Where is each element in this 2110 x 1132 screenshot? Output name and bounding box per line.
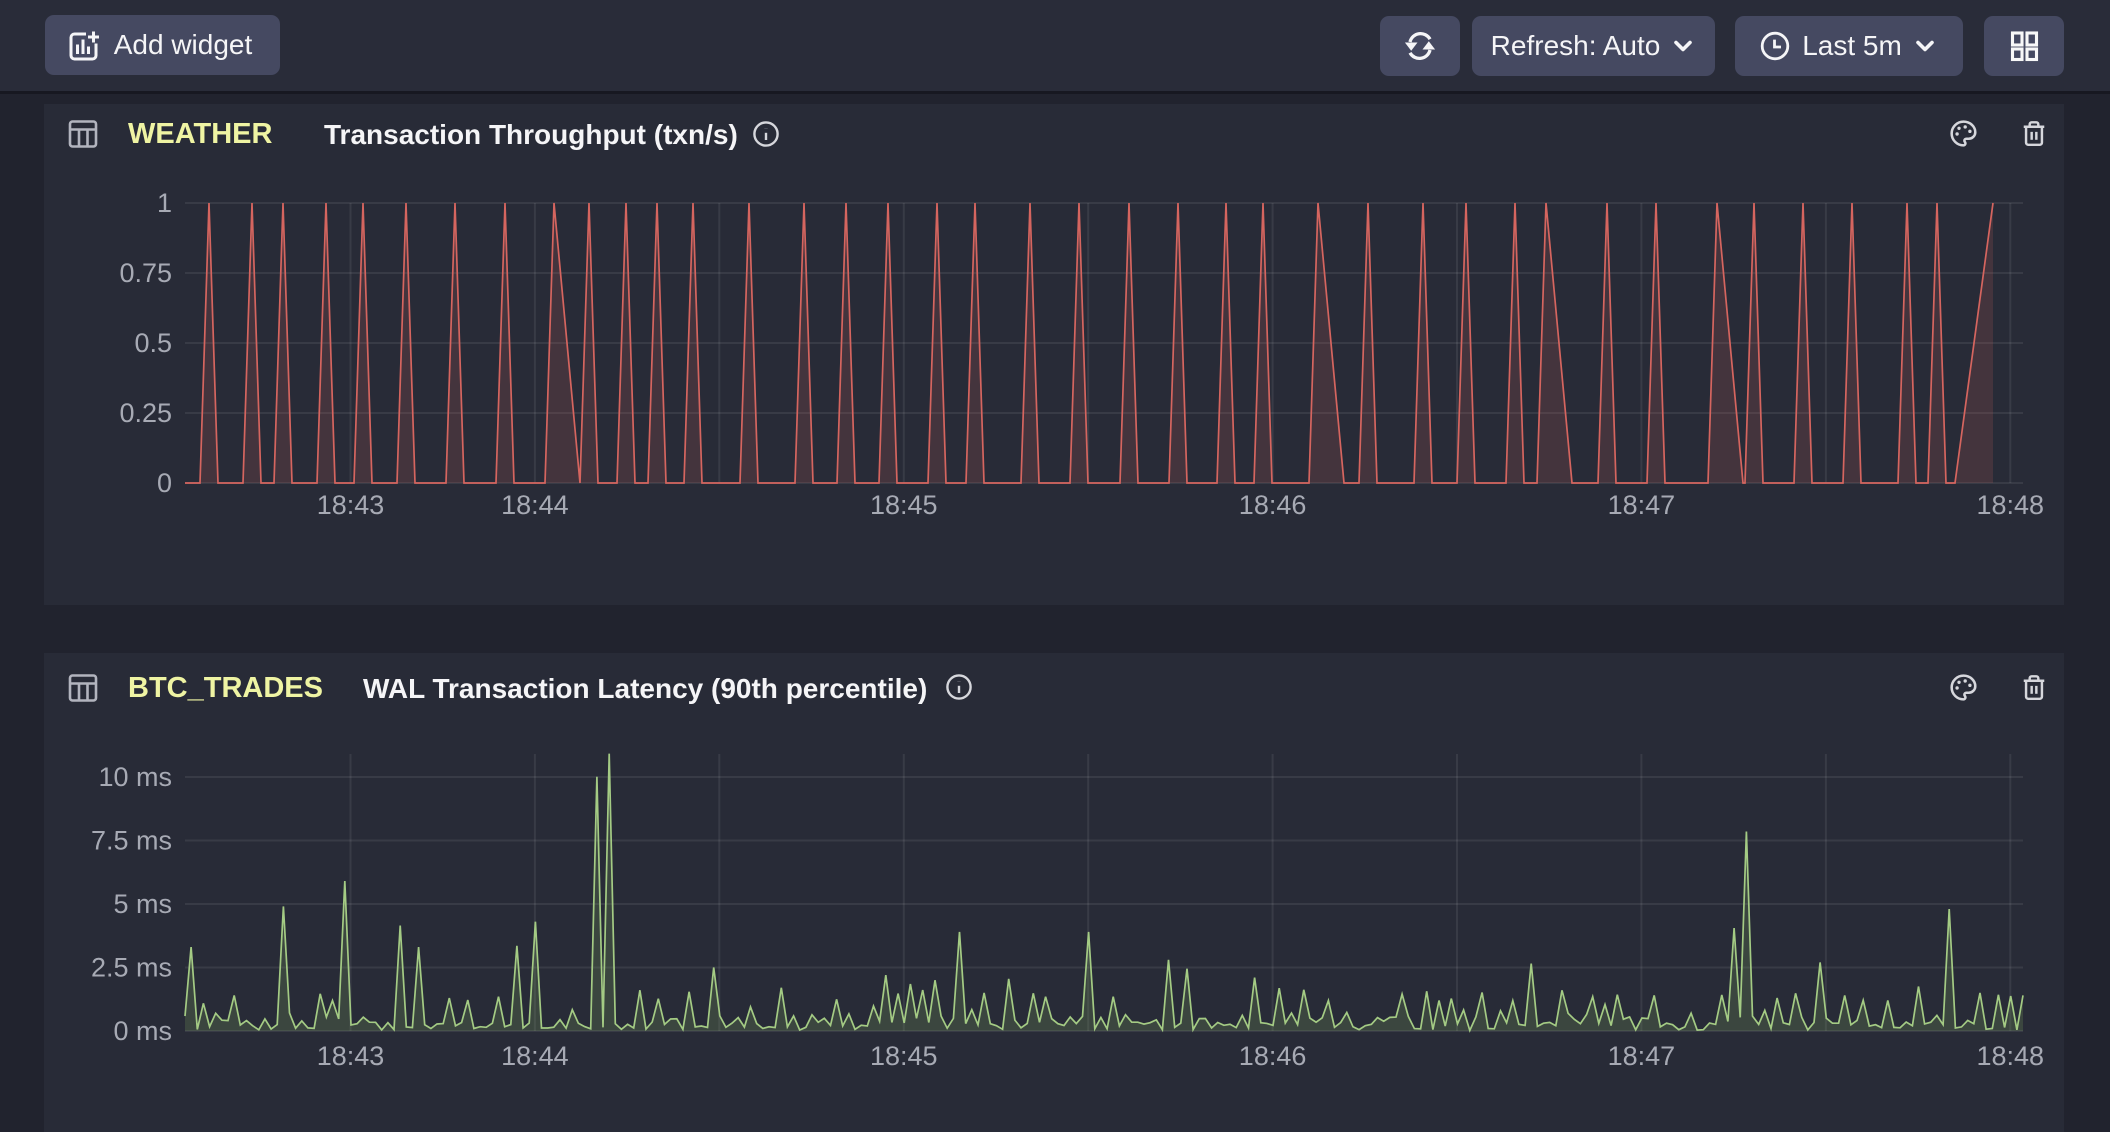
svg-text:18:44: 18:44 xyxy=(501,490,569,520)
svg-text:7.5 ms: 7.5 ms xyxy=(91,826,172,856)
svg-text:18:43: 18:43 xyxy=(317,490,385,520)
svg-text:0 ms: 0 ms xyxy=(113,1016,172,1046)
svg-text:18:45: 18:45 xyxy=(870,490,938,520)
svg-text:2.5 ms: 2.5 ms xyxy=(91,953,172,983)
svg-text:18:46: 18:46 xyxy=(1239,490,1307,520)
svg-text:18:45: 18:45 xyxy=(870,1041,938,1071)
svg-text:0.5: 0.5 xyxy=(134,328,172,358)
svg-text:5 ms: 5 ms xyxy=(113,889,172,919)
svg-text:18:44: 18:44 xyxy=(501,1041,569,1071)
svg-text:18:48: 18:48 xyxy=(1977,490,2045,520)
svg-text:0.25: 0.25 xyxy=(119,398,172,428)
svg-text:0: 0 xyxy=(157,468,172,498)
svg-text:10 ms: 10 ms xyxy=(98,762,172,792)
svg-text:18:48: 18:48 xyxy=(1977,1041,2045,1071)
svg-text:18:47: 18:47 xyxy=(1608,490,1676,520)
svg-text:18:47: 18:47 xyxy=(1608,1041,1676,1071)
svg-text:0.75: 0.75 xyxy=(119,258,172,288)
svg-text:1: 1 xyxy=(157,188,172,218)
svg-text:18:46: 18:46 xyxy=(1239,1041,1307,1071)
svg-text:18:43: 18:43 xyxy=(317,1041,385,1071)
